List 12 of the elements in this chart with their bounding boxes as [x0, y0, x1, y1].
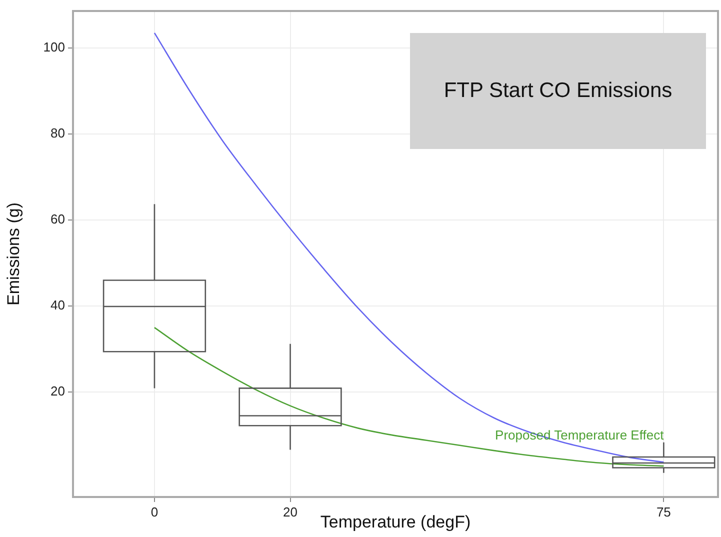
y-axis-title: Emissions (g) — [4, 202, 23, 306]
y-tick-label: 100 — [43, 40, 65, 55]
x-tick-label: 0 — [150, 504, 158, 520]
title-panel: FTP Start CO Emissions — [410, 33, 706, 149]
x-axis-title: Temperature (degF) — [320, 512, 471, 532]
x-tick-label: 20 — [283, 504, 298, 520]
y-tick-label: 40 — [50, 298, 65, 313]
x-tick-label: 75 — [656, 504, 671, 520]
y-tick-label: 20 — [50, 384, 65, 399]
line-series — [154, 326, 664, 467]
y-tick-label: 60 — [50, 212, 65, 227]
y-tick-label: 80 — [50, 126, 65, 141]
